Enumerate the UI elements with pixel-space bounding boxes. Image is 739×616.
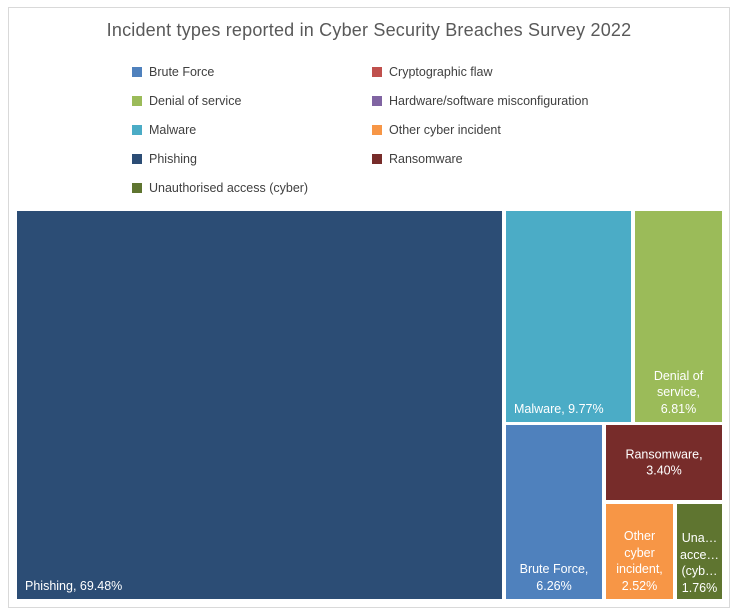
legend-swatch-icon <box>132 154 142 164</box>
legend-label: Unauthorised access (cyber) <box>149 181 309 195</box>
legend-swatch-icon <box>372 96 382 106</box>
treemap-cell-phishing[interactable]: Phishing, 69.48% <box>17 211 502 599</box>
treemap-cell-other-cyber-incident[interactable]: Other cyber incident, 2.52% <box>606 504 673 599</box>
legend-item-malware[interactable]: Malware <box>132 122 372 138</box>
legend-swatch-icon <box>132 96 142 106</box>
treemap-cell-unauthorised-access-cyber[interactable]: Una… acce… (cyb… 1.76% <box>677 504 722 599</box>
treemap-cell-label: Brute Force, 6.26% <box>519 562 589 593</box>
legend-item-cryptographic-flaw[interactable]: Cryptographic flaw <box>372 64 588 80</box>
treemap-cell-ransomware[interactable]: Ransomware, 3.40% <box>606 425 722 500</box>
legend-swatch-icon <box>132 183 142 193</box>
chart-frame: Incident types reported in Cyber Securit… <box>8 7 730 608</box>
treemap-plot: Phishing, 69.48% Malware, 9.77% Denial o… <box>17 211 722 599</box>
legend-swatch-icon <box>372 154 382 164</box>
legend-item-brute-force[interactable]: Brute Force <box>132 64 372 80</box>
legend-label: Brute Force <box>149 65 215 79</box>
chart-title: Incident types reported in Cyber Securit… <box>106 20 632 40</box>
legend-item-other-cyber-incident[interactable]: Other cyber incident <box>372 122 588 138</box>
treemap-cell-label: Other cyber incident, 2.52% <box>616 529 663 593</box>
legend-label: Malware <box>149 123 197 137</box>
treemap-cell-malware[interactable]: Malware, 9.77% <box>506 211 631 422</box>
treemap-cell-label: Malware, 9.77% <box>514 401 604 416</box>
legend-swatch-icon <box>372 125 382 135</box>
legend-label: Ransomware <box>389 152 463 166</box>
legend: Brute Force Cryptographic flaw Denial of… <box>132 64 588 196</box>
treemap-cell-denial-of-service[interactable]: Denial of service, 6.81% <box>635 211 722 422</box>
legend-swatch-icon <box>132 67 142 77</box>
legend-label: Denial of service <box>149 94 242 108</box>
legend-label: Other cyber incident <box>389 123 501 137</box>
legend-item-unauthorised-access-cyber[interactable]: Unauthorised access (cyber) <box>132 180 372 196</box>
legend-item-phishing[interactable]: Phishing <box>132 151 372 167</box>
legend-item-denial-of-service[interactable]: Denial of service <box>132 93 372 109</box>
legend-item-ransomware[interactable]: Ransomware <box>372 151 588 167</box>
legend-label: Phishing <box>149 152 197 166</box>
treemap-cell-brute-force[interactable]: Brute Force, 6.26% <box>506 425 602 599</box>
treemap-cell-label: Una… acce… (cyb… 1.76% <box>680 531 719 595</box>
treemap-cell-label: Phishing, 69.48% <box>25 578 123 593</box>
legend-swatch-icon <box>372 67 382 77</box>
legend-label: Cryptographic flaw <box>389 65 493 79</box>
treemap-cell-label: Denial of service, 6.81% <box>653 368 704 416</box>
legend-label: Hardware/software misconfiguration <box>389 94 589 108</box>
legend-swatch-icon <box>132 125 142 135</box>
treemap-cell-label: Ransomware, 3.40% <box>625 447 703 478</box>
legend-item-hardware-software-misconfiguration[interactable]: Hardware/software misconfiguration <box>372 93 588 109</box>
